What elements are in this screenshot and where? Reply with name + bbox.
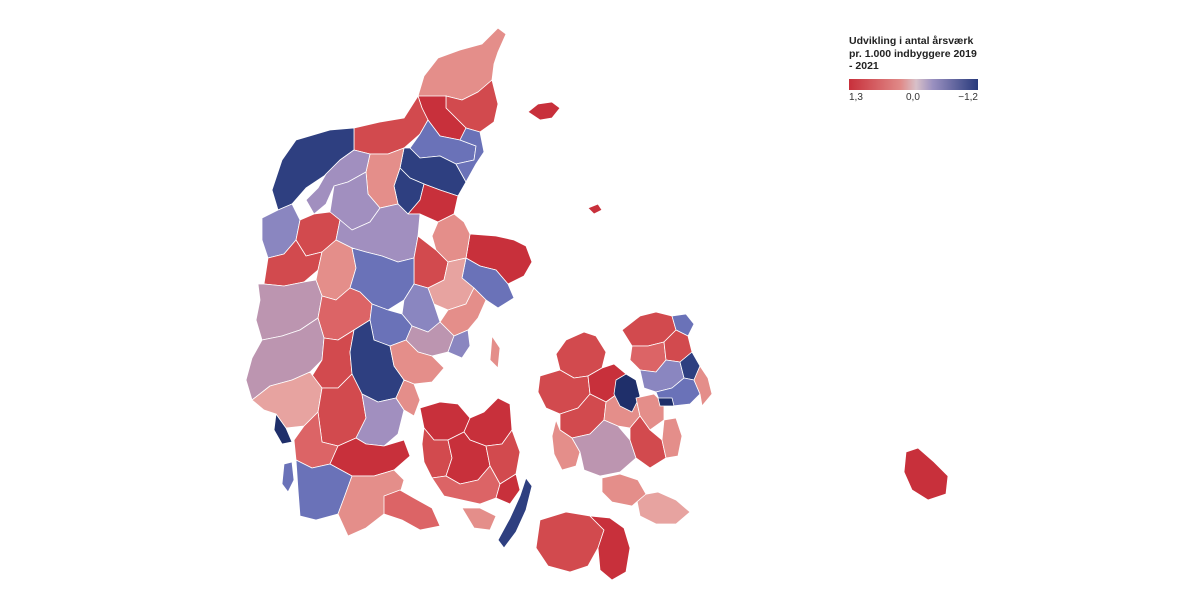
- municipality-region: [427, 257, 475, 311]
- color-legend: Udvikling i antal årsværk pr. 1.000 indb…: [849, 35, 981, 106]
- municipality-region: [463, 397, 513, 447]
- municipality-region: [613, 373, 641, 413]
- municipality-region: [461, 507, 497, 531]
- legend-color-scale: [849, 78, 978, 90]
- legend-tick-high: −1,2: [958, 91, 978, 103]
- island-laeso: [527, 101, 561, 121]
- municipality-region: [495, 473, 521, 505]
- municipality-region: [271, 127, 355, 211]
- municipality-region: [273, 413, 293, 445]
- municipality-region: [601, 473, 647, 507]
- island-samso: [489, 335, 501, 369]
- municipality-region: [389, 339, 445, 385]
- municipality-region: [395, 379, 421, 417]
- municipality-region: [535, 511, 605, 573]
- municipality-region: [305, 149, 371, 215]
- legend-ticks: 1,3 0,0 −1,2: [849, 92, 978, 106]
- legend-tick-low: 1,3: [849, 91, 863, 103]
- municipality-region: [635, 491, 691, 525]
- legend-tick-mid: 0,0: [906, 91, 920, 103]
- municipality-region: [281, 461, 295, 493]
- municipality-region: [657, 397, 675, 407]
- municipality-region: [661, 417, 683, 459]
- municipality-region: [589, 515, 631, 581]
- island-anholt: [587, 203, 603, 215]
- legend-title: Udvikling i antal årsværk pr. 1.000 indb…: [849, 35, 977, 72]
- municipality-region: [455, 127, 485, 183]
- island-bornholm: [903, 447, 949, 501]
- municipality-region: [355, 393, 405, 447]
- municipality-region: [693, 365, 713, 407]
- municipality-region: [383, 489, 441, 531]
- municipality-region: [497, 477, 533, 549]
- municipality-region: [551, 419, 581, 471]
- municipality-region: [447, 329, 471, 359]
